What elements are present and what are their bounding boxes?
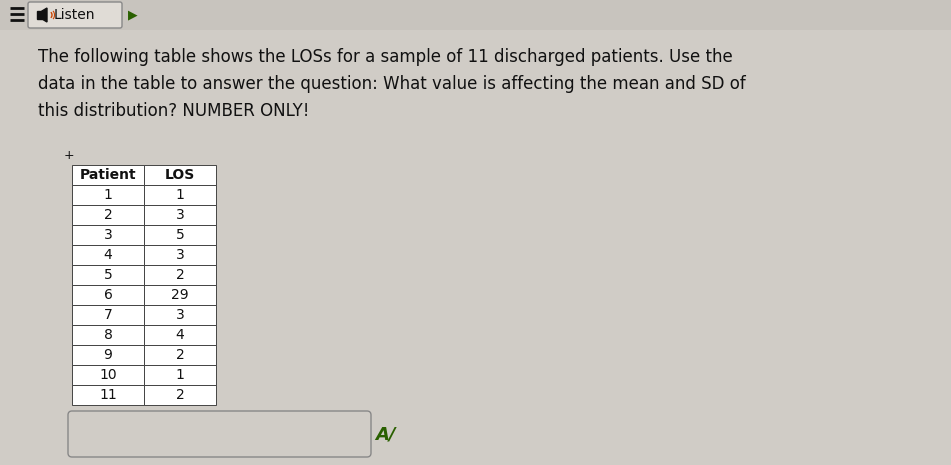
Text: ▶: ▶ [128, 8, 138, 21]
Text: data in the table to answer the question: What value is affecting the mean and S: data in the table to answer the question… [38, 75, 746, 93]
Text: 1: 1 [176, 368, 184, 382]
Text: 6: 6 [104, 288, 112, 302]
FancyBboxPatch shape [28, 2, 122, 28]
Bar [144, 285, 216, 305]
Text: 3: 3 [176, 308, 184, 322]
Text: 2: 2 [176, 388, 184, 402]
Bar [144, 365, 216, 385]
Bar [144, 165, 216, 185]
Bar [72, 345, 144, 365]
Text: 10: 10 [99, 368, 117, 382]
Bar [144, 385, 216, 405]
Text: 3: 3 [104, 228, 112, 242]
Text: The following table shows the LOSs for a sample of 11 discharged patients. Use t: The following table shows the LOSs for a… [38, 48, 733, 66]
Text: 2: 2 [176, 268, 184, 282]
Bar [144, 325, 216, 345]
Bar [144, 205, 216, 225]
Bar [72, 225, 144, 245]
Text: Patient: Patient [80, 168, 136, 182]
Bar [144, 305, 216, 325]
Text: 4: 4 [104, 248, 112, 262]
Bar [144, 245, 216, 265]
Text: Listen: Listen [54, 8, 95, 22]
Text: 7: 7 [104, 308, 112, 322]
Text: 2: 2 [104, 208, 112, 222]
Bar [144, 265, 216, 285]
Text: 2: 2 [176, 348, 184, 362]
Bar [72, 265, 144, 285]
Bar [72, 325, 144, 345]
Text: 3: 3 [176, 248, 184, 262]
FancyBboxPatch shape [68, 411, 371, 457]
Bar [72, 365, 144, 385]
Bar [72, 185, 144, 205]
Bar [72, 385, 144, 405]
Text: 1: 1 [104, 188, 112, 202]
Text: 8: 8 [104, 328, 112, 342]
Text: 5: 5 [104, 268, 112, 282]
Bar [72, 305, 144, 325]
Bar [72, 165, 144, 185]
Text: this distribution? NUMBER ONLY!: this distribution? NUMBER ONLY! [38, 102, 309, 120]
Bar [72, 285, 144, 305]
Text: 9: 9 [104, 348, 112, 362]
Bar [72, 205, 144, 225]
Text: A/: A/ [375, 425, 396, 443]
Polygon shape [37, 11, 42, 19]
Bar [72, 245, 144, 265]
Bar [144, 185, 216, 205]
Bar [144, 225, 216, 245]
Bar [0, 0, 951, 30]
Text: 11: 11 [99, 388, 117, 402]
Polygon shape [42, 8, 47, 22]
Text: 4: 4 [176, 328, 184, 342]
Text: 3: 3 [176, 208, 184, 222]
Bar [144, 345, 216, 365]
Text: 29: 29 [171, 288, 189, 302]
Text: +: + [64, 149, 74, 162]
Text: LOS: LOS [165, 168, 195, 182]
Text: 5: 5 [176, 228, 184, 242]
Text: 1: 1 [176, 188, 184, 202]
